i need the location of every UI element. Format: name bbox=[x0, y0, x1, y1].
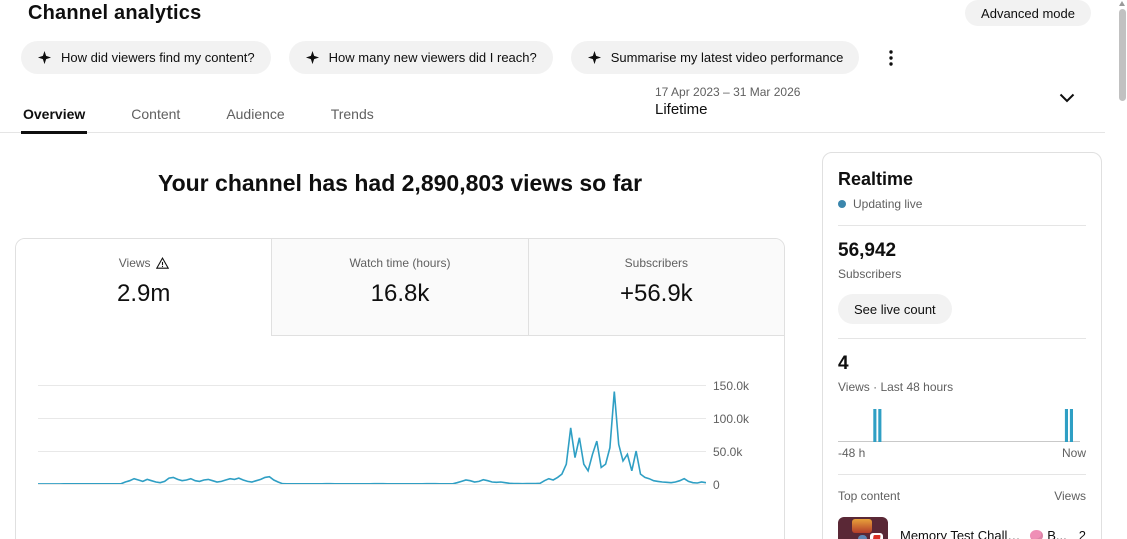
tab-audience[interactable]: Audience bbox=[226, 106, 285, 122]
metric-subscribers[interactable]: Subscribers +56.9k bbox=[528, 239, 784, 336]
video-title: Memory Test Challenge B... bbox=[900, 528, 1067, 539]
chip-label: How did viewers find my content? bbox=[61, 50, 255, 65]
updating-live-label: Updating live bbox=[853, 197, 923, 211]
see-live-count-button[interactable]: See live count bbox=[838, 294, 952, 324]
date-range-text: 17 Apr 2023 – 31 Mar 2026 bbox=[655, 85, 801, 99]
more-options-button[interactable] bbox=[879, 46, 903, 70]
date-range-preset: Lifetime bbox=[655, 101, 708, 118]
tabs-bar: Overview Content Audience Trends 17 Apr … bbox=[0, 85, 1105, 134]
chip-new-viewers[interactable]: How many new viewers did I reach? bbox=[288, 41, 553, 74]
metric-label: Views bbox=[118, 256, 151, 270]
chip-label: Summarise my latest video performance bbox=[610, 50, 844, 65]
metric-label: Subscribers bbox=[624, 256, 688, 270]
suggestion-chips: How did viewers find my content? How man… bbox=[21, 41, 903, 74]
metric-tabs: Views 2.9m Watch time (hours) 16.8k Subs… bbox=[16, 239, 784, 336]
chip-summarise-performance[interactable]: Summarise my latest video performance bbox=[570, 41, 860, 74]
chip-label: How many new viewers did I reach? bbox=[328, 50, 537, 65]
y-tick: 50.0k bbox=[713, 445, 743, 459]
views-headline: Your channel has had 2,890,803 views so … bbox=[157, 170, 643, 196]
axis-label-start: -48 h bbox=[838, 446, 866, 460]
tab-overview[interactable]: Overview bbox=[21, 95, 88, 134]
realtime-panel: Realtime Updating live 56,942 Subscriber… bbox=[822, 152, 1102, 539]
y-tick: 0 bbox=[713, 478, 720, 492]
metric-label: Watch time (hours) bbox=[349, 256, 451, 270]
thumbnail-figure bbox=[858, 535, 867, 539]
y-tick: 150.0k bbox=[713, 379, 750, 393]
metric-views[interactable]: Views 2.9m bbox=[16, 239, 273, 336]
metric-value: 16.8k bbox=[370, 280, 430, 307]
brain-emoji-icon bbox=[1030, 530, 1044, 539]
thumbnail-badge bbox=[870, 533, 883, 539]
kebab-menu-icon bbox=[889, 49, 894, 66]
realtime-views-label: Views · Last 48 hours bbox=[838, 380, 954, 394]
video-views-count: 2 bbox=[1078, 528, 1086, 539]
top-content-label: Top content bbox=[838, 489, 901, 503]
realtime-bar-chart[interactable] bbox=[838, 406, 1080, 442]
live-dot-icon bbox=[838, 200, 846, 208]
page-title: Channel analytics bbox=[28, 2, 202, 24]
axis-label-now: Now bbox=[1061, 446, 1086, 460]
views-column-label: Views bbox=[1054, 489, 1086, 503]
thumbnail-art bbox=[852, 519, 872, 533]
sparkle-icon bbox=[587, 50, 601, 65]
date-range-picker[interactable]: 17 Apr 2023 – 31 Mar 2026 Lifetime bbox=[655, 85, 875, 118]
updating-live-status: Updating live bbox=[838, 197, 1086, 211]
metric-value: 2.9m bbox=[116, 280, 171, 307]
realtime-bars bbox=[873, 409, 1073, 442]
top-content-item[interactable]: Memory Test Challenge B... 2 bbox=[838, 517, 1086, 539]
page-scrollbar[interactable] bbox=[1118, 0, 1127, 539]
analytics-tabs: Overview Content Audience Trends bbox=[21, 95, 376, 134]
scrollbar-thumb[interactable] bbox=[1119, 9, 1126, 101]
analytics-card: Views 2.9m Watch time (hours) 16.8k Subs… bbox=[15, 238, 785, 539]
metric-value: +56.9k bbox=[619, 280, 693, 307]
sparkle-icon bbox=[37, 50, 52, 65]
sparkle-icon bbox=[305, 50, 319, 65]
tab-trends[interactable]: Trends bbox=[330, 106, 374, 122]
chevron-down-icon[interactable] bbox=[1059, 90, 1075, 108]
video-thumbnail[interactable] bbox=[838, 517, 888, 539]
views-line-chart[interactable]: 150.0k 100.0k 50.0k 0 9+ 9+ 6 9+ 8 17 Ap… bbox=[16, 336, 784, 539]
realtime-views-value: 4 bbox=[838, 353, 849, 374]
advanced-mode-button[interactable]: Advanced mode bbox=[965, 0, 1091, 26]
scrollbar-up-arrow-icon[interactable] bbox=[1119, 1, 1125, 6]
realtime-subscribers-value: 56,942 bbox=[838, 240, 897, 261]
metric-watch-time[interactable]: Watch time (hours) 16.8k bbox=[272, 239, 529, 336]
chip-how-viewers-found[interactable]: How did viewers find my content? bbox=[21, 41, 271, 74]
warning-icon bbox=[155, 257, 169, 269]
realtime-title: Realtime bbox=[838, 169, 914, 189]
y-tick: 100.0k bbox=[713, 412, 750, 426]
realtime-subscribers-label: Subscribers bbox=[838, 267, 902, 281]
line-series bbox=[38, 391, 706, 484]
tab-content[interactable]: Content bbox=[131, 106, 181, 122]
